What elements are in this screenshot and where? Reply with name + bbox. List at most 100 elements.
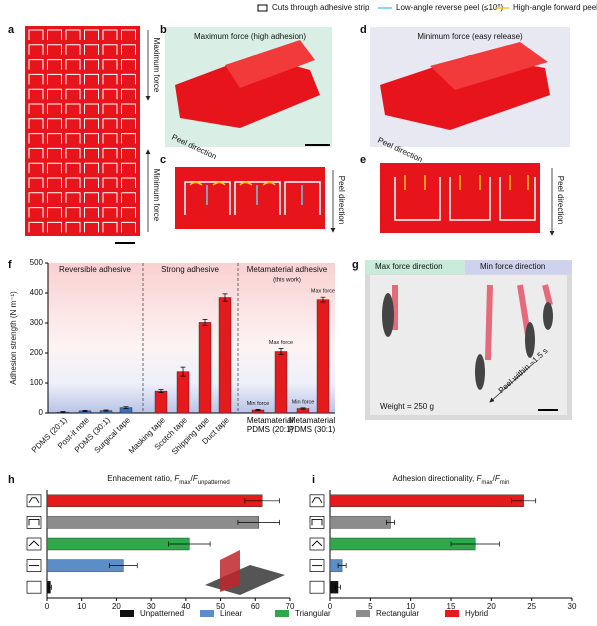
cut <box>47 177 62 188</box>
cut <box>102 221 118 233</box>
x-tick-label: 0 <box>45 602 50 611</box>
cut <box>47 118 62 129</box>
row-icon <box>309 494 325 508</box>
title-part: F <box>174 474 180 483</box>
cut <box>47 59 62 70</box>
legend-swatch <box>120 610 134 617</box>
x-tick-label: 5 <box>368 602 373 611</box>
error-bar <box>320 296 326 303</box>
row-icon-shape <box>311 540 323 547</box>
cut <box>28 147 44 159</box>
bar-annotation: Min force <box>292 399 315 405</box>
row-icon-shape <box>28 540 40 547</box>
panel-letter: g <box>352 259 359 271</box>
label: Peel direction <box>337 176 346 224</box>
x-tick-label: 15 <box>447 602 456 611</box>
x-tick-label: 30 <box>568 602 577 611</box>
cut <box>65 88 81 100</box>
row-icon-shape <box>311 497 323 504</box>
y-tick-label: 400 <box>30 288 44 297</box>
panel-letter: a <box>8 24 15 36</box>
cut <box>28 44 44 55</box>
cut <box>84 192 99 203</box>
cut <box>84 118 99 129</box>
frame <box>370 275 567 415</box>
label: High-angle forward peel (~90°) <box>513 3 597 12</box>
x-tick-label: 20 <box>487 602 496 611</box>
row-icon <box>26 537 42 551</box>
x-tick-label: 10 <box>77 602 86 611</box>
legend-swatch <box>356 610 370 617</box>
row-icon-shape <box>28 497 40 504</box>
x-tick-label: 10 <box>406 602 415 611</box>
bar <box>274 351 288 414</box>
bar <box>176 371 190 414</box>
panel-letter: b <box>160 24 167 36</box>
error-bar <box>335 584 341 590</box>
legend-label: Triangular <box>295 609 331 618</box>
cut <box>102 59 118 70</box>
cut <box>28 177 44 188</box>
cut <box>28 162 44 174</box>
sheet <box>175 55 320 128</box>
panel-letter: c <box>160 154 166 166</box>
cut <box>65 118 81 129</box>
inset <box>205 565 285 595</box>
cut <box>65 177 81 188</box>
cut <box>121 59 136 70</box>
legend-swatch <box>275 610 289 617</box>
strip <box>392 284 553 361</box>
cut <box>65 103 81 114</box>
cut <box>121 118 136 129</box>
label: Minimum force (easy release) <box>417 32 523 41</box>
y-tick-label: 200 <box>30 348 44 357</box>
bar <box>316 299 330 414</box>
error-bar <box>109 563 138 569</box>
x-tick-label: 70 <box>286 602 295 611</box>
cut <box>121 162 136 174</box>
cut <box>102 147 118 159</box>
cut <box>28 103 44 114</box>
cut <box>102 133 118 144</box>
panel-e-photo <box>380 163 540 233</box>
cut <box>84 147 99 159</box>
cut <box>102 88 118 100</box>
weight <box>525 322 535 358</box>
cut <box>28 207 44 218</box>
cut <box>47 88 62 100</box>
weight <box>475 354 485 390</box>
section-note: (this work) <box>273 278 301 284</box>
label: Min force direction <box>480 262 545 271</box>
error-bar <box>450 541 500 547</box>
cut <box>28 29 44 40</box>
bar <box>329 516 391 529</box>
min-band <box>465 260 572 274</box>
x-tick-label: 60 <box>251 602 260 611</box>
weight <box>543 302 553 330</box>
cut <box>28 221 44 233</box>
y-tick-label: 0 <box>39 408 44 417</box>
x-tick-label: 20 <box>112 602 121 611</box>
label: Weight = 250 g <box>380 402 434 411</box>
plot-bg <box>48 263 335 413</box>
cut <box>84 162 99 174</box>
x-tick-label: 30 <box>147 602 156 611</box>
section-label: Strong adhesive <box>161 265 219 274</box>
label: Max force direction <box>375 262 443 271</box>
bar-annotation: Max force <box>269 340 293 346</box>
x-tick-label: 25 <box>527 602 536 611</box>
label: Peel direction <box>556 176 565 224</box>
label: Low-angle reverse peel (≤10°) <box>396 3 504 12</box>
panel-c-photo <box>175 167 325 229</box>
cut <box>121 88 136 100</box>
panel-letter: h <box>8 474 15 486</box>
cut <box>84 29 99 40</box>
bar <box>329 494 524 507</box>
cut <box>121 192 136 203</box>
cut <box>121 147 136 159</box>
cut <box>47 73 62 85</box>
bar <box>218 297 232 414</box>
bar <box>154 390 168 414</box>
cut <box>65 192 81 203</box>
